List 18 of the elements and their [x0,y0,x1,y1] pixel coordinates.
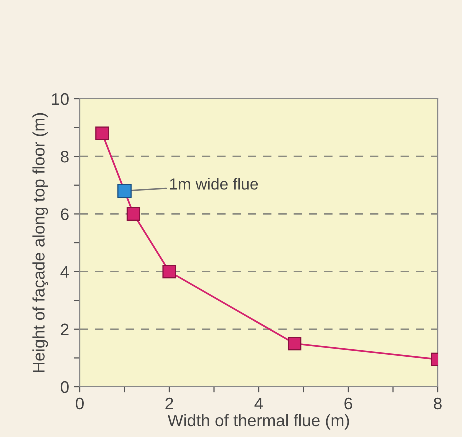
x-tick-label: 2 [166,398,174,410]
y-tick-label: 4 [60,266,70,278]
point [162,264,176,279]
y-tick-label: 10 [52,93,69,106]
y-tick-label: 8 [61,151,69,163]
x-tick-label: 0 [76,398,84,410]
x-tick-label: 6 [344,398,352,410]
annotation: 1m wide flue [170,178,258,190]
point [126,207,141,222]
point [118,184,132,198]
x-axis-title: Width of thermal flue (m) [168,414,350,430]
y-tick-label: 6 [61,208,69,220]
y-tick-label: 2 [61,324,69,336]
x-tick-label: 4 [254,398,264,410]
x-tick-label: 8 [434,398,442,410]
y-axis-title: Height of façade along top floor (m) [32,113,48,372]
point [96,126,110,140]
y-tick-label: 0 [60,381,69,394]
